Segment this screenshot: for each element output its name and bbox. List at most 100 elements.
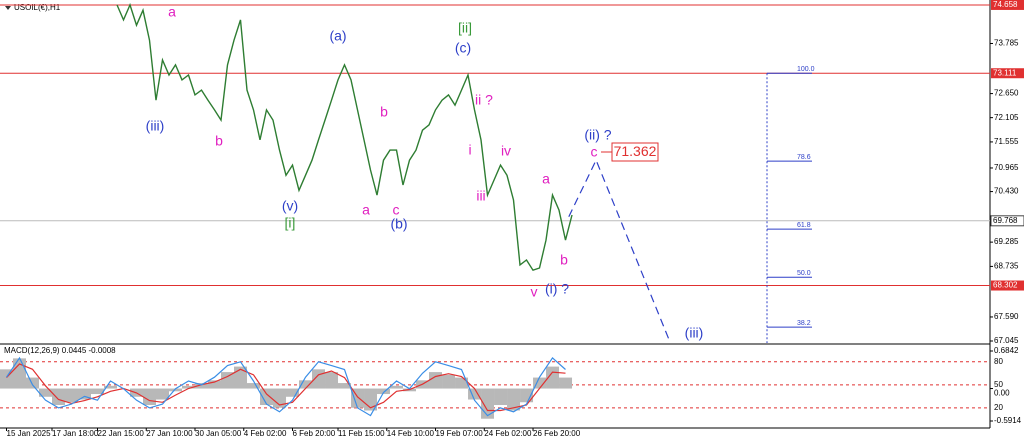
level-label: 74.658 <box>993 0 1018 9</box>
wave-label: [i] <box>285 215 296 231</box>
chart-title: USOIL(€),H1 <box>14 3 61 12</box>
macd-bar <box>377 388 391 395</box>
macd-bar <box>143 388 157 406</box>
wave-label: (ii) ? <box>584 127 611 143</box>
wave-label: b <box>560 252 568 268</box>
y-tick-label: 68.735 <box>994 262 1019 271</box>
x-tick-label: 30 Jan 05:00 <box>195 429 242 438</box>
wave-label: a <box>542 171 550 187</box>
y2-tick-label: 50 <box>994 380 1003 389</box>
fib-label: 38.2 <box>797 320 811 327</box>
level-label-box <box>991 68 1024 79</box>
x-tick-label: 4 Feb 02:00 <box>244 429 287 438</box>
wave-label: (c) <box>455 40 471 56</box>
y-tick-label: 72.105 <box>994 113 1019 122</box>
macd-bar <box>533 377 547 389</box>
macd-bar <box>468 388 482 400</box>
x-tick-label: 27 Jan 10:00 <box>146 429 193 438</box>
macd-bar <box>208 380 222 389</box>
level-label: 68.302 <box>993 281 1018 290</box>
macd-bar <box>429 372 443 389</box>
macd-bar <box>299 380 313 389</box>
y2-tick-label: 80 <box>994 357 1003 366</box>
target-box <box>611 142 659 162</box>
wave-label: (a) <box>329 28 346 44</box>
wave-label: iii <box>476 188 485 204</box>
macd-bar <box>78 388 92 400</box>
current-price-label: 69.768 <box>993 216 1018 225</box>
macd-bar <box>234 366 248 389</box>
macd-bar <box>65 388 79 403</box>
macd-title: MACD(12,26,9) 0.0445 -0.0008 <box>4 346 116 355</box>
macd-bar <box>286 388 300 397</box>
x-tick-label: 15 Jan 2025 <box>7 429 52 438</box>
macd-bar <box>442 374 456 389</box>
symbol-icon <box>5 6 11 10</box>
level-label: 73.111 <box>993 68 1017 77</box>
wave-label: (b) <box>390 216 407 232</box>
x-tick-label: 22 Jan 15:00 <box>98 429 145 438</box>
x-tick-label: 19 Feb 07:00 <box>436 429 484 438</box>
macd-bar <box>195 383 209 389</box>
fib-label: 50.0 <box>797 270 811 277</box>
macd-bar <box>182 385 196 389</box>
current-price-box <box>990 215 1024 227</box>
macd-bar <box>520 388 534 403</box>
x-tick-label: 14 Feb 10:00 <box>387 429 435 438</box>
x-tick-label: 26 Feb 20:00 <box>533 429 581 438</box>
macd-bar <box>390 385 404 389</box>
macd-signal <box>6 363 566 412</box>
fib-label: 100.0 <box>797 66 815 73</box>
macd-y-tick-label: 0.00 <box>994 389 1010 398</box>
y-tick-label: 70.965 <box>994 163 1019 172</box>
wave-label: a <box>362 202 370 218</box>
wave-label: iv <box>501 143 511 159</box>
y-tick-label: 67.045 <box>994 336 1019 345</box>
wave-label: i <box>468 142 471 158</box>
y-tick-label: 70.430 <box>994 187 1019 196</box>
macd-bar <box>156 388 170 400</box>
x-tick-label: 6 Feb 20:00 <box>293 429 336 438</box>
wave-label: ii ? <box>475 92 493 108</box>
wave-label: (iii) <box>146 118 165 134</box>
wave-label: b <box>380 104 388 120</box>
macd-bar <box>559 377 573 389</box>
macd-bar <box>247 383 261 389</box>
price-line <box>116 2 573 272</box>
y-tick-label: 72.650 <box>994 89 1019 98</box>
wave-label: (v) <box>282 198 298 214</box>
level-label-box <box>991 0 1024 10</box>
macd-bar <box>52 388 66 406</box>
macd-bar <box>169 388 183 392</box>
macd-bar <box>507 388 521 411</box>
wave-label: (iii) <box>685 325 704 341</box>
macd-y-tick-label: 0.6842 <box>994 346 1019 355</box>
wave-label: (i) ? <box>545 281 569 297</box>
y-tick-label: 73.785 <box>994 39 1019 48</box>
x-tick-label: 17 Jan 18:00 <box>52 429 99 438</box>
macd-bar <box>455 377 469 389</box>
macd-bar <box>338 383 352 389</box>
x-tick-label: 11 Feb 15:00 <box>338 429 385 438</box>
target-label: 71.362 <box>614 143 657 159</box>
macd-bar <box>260 388 274 406</box>
wave-label: [ii] <box>458 20 472 36</box>
x-tick-label: 24 Feb 02:00 <box>484 429 532 438</box>
wave-label: b <box>215 133 223 149</box>
macd-bar <box>221 372 235 389</box>
y-tick-label: 67.590 <box>994 312 1019 321</box>
wave-label: v <box>531 284 538 300</box>
wave-label: c <box>393 202 400 218</box>
macd-bar <box>325 372 339 389</box>
macd-bar <box>351 388 365 408</box>
y-tick-label: 69.285 <box>994 237 1019 246</box>
stoch-line <box>6 356 566 417</box>
y2-tick-label: 20 <box>994 403 1003 412</box>
macd-bar <box>104 385 118 389</box>
projection-line <box>568 158 671 342</box>
fib-label: 61.8 <box>797 222 811 229</box>
level-label-box <box>991 280 1024 291</box>
macd-bar <box>91 388 105 395</box>
y-tick-label: 71.555 <box>994 137 1019 146</box>
